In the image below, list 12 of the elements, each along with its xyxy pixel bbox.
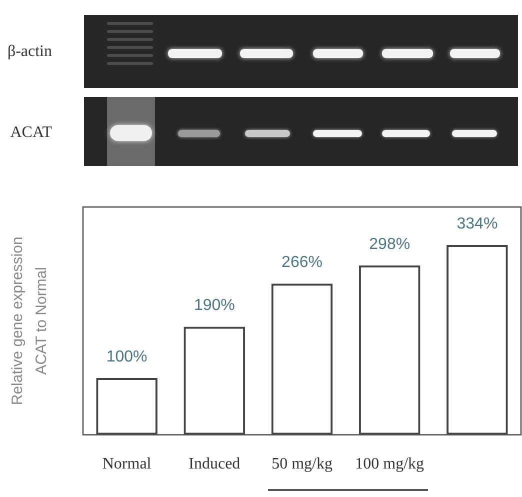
x-tick-label: Normal [102,456,152,473]
x-tick-label: Induced [188,456,240,473]
text: ACAT [10,123,52,143]
x-tick-label: 50 mg/kg [272,456,332,473]
x-tick-label: 100 mg/kg [355,456,424,473]
data-label: 298% [369,236,410,253]
data-label: 266% [282,254,322,272]
data-label: 190% [194,297,235,314]
y-axis-title: Relative gene expression ACAT to Normal [9,236,50,406]
data-label: 334% [456,215,498,232]
data-label: 100% [106,348,148,366]
text: β-actin [7,42,52,62]
